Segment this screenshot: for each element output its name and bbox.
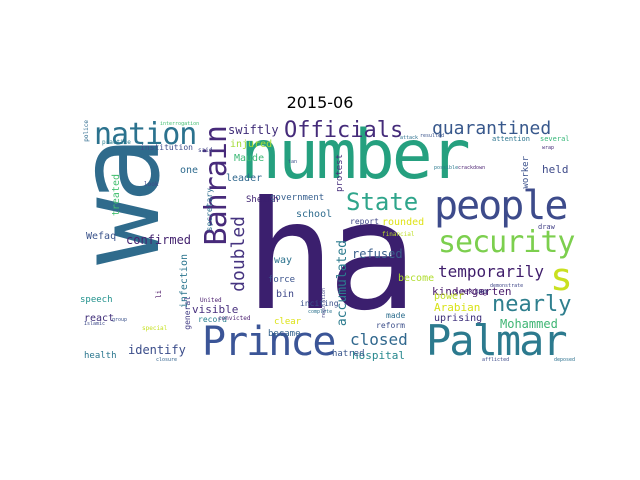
word-closure: closure bbox=[156, 357, 178, 363]
word-speech: speech bbox=[80, 295, 113, 305]
word-wrap: wrap bbox=[542, 145, 555, 151]
word-way: way bbox=[274, 255, 293, 266]
word-s: s bbox=[550, 255, 573, 299]
word-look: look bbox=[144, 181, 159, 188]
word-maude: Maude bbox=[234, 153, 265, 164]
word-regulation: regulation bbox=[321, 288, 327, 319]
word-sheikh: Sheikh bbox=[246, 195, 279, 205]
word-police: police bbox=[83, 120, 90, 142]
word-report: report bbox=[350, 217, 379, 226]
word-security: security bbox=[438, 225, 575, 260]
word-crackdown: crackdown bbox=[458, 165, 486, 171]
word-hospital: hospital bbox=[352, 349, 405, 362]
word-group: group bbox=[112, 317, 128, 323]
word-kindergarten: kindergarten bbox=[432, 285, 512, 298]
word-institution: institution bbox=[140, 143, 193, 152]
word-islamic: Islamic bbox=[84, 321, 106, 327]
word-prince: Prince bbox=[202, 319, 336, 365]
word-leader: leader bbox=[226, 173, 263, 184]
word-doubled: doubled bbox=[228, 216, 249, 292]
word-made: made bbox=[386, 311, 406, 320]
word-afflicted: afflicted bbox=[482, 357, 510, 363]
word-rounded: rounded bbox=[382, 217, 425, 228]
word-attack: attack bbox=[400, 135, 419, 141]
word-number: number bbox=[240, 116, 471, 195]
word-worker: worker bbox=[521, 156, 531, 189]
word-force: force bbox=[268, 275, 296, 285]
word-state: State bbox=[346, 188, 419, 216]
word-convicted: convicted bbox=[218, 315, 251, 322]
word-refused: refused bbox=[352, 247, 403, 261]
word-special: special bbox=[142, 325, 168, 332]
word-closed: closed bbox=[350, 330, 408, 349]
word-draw: draw bbox=[538, 223, 555, 231]
word-temporarily: temporarily bbox=[438, 262, 544, 281]
word-demonstrate: demonstrate bbox=[490, 283, 524, 289]
word-seeking: seeking bbox=[454, 287, 488, 296]
word-treated: treated bbox=[111, 174, 122, 217]
word-became: became bbox=[268, 329, 301, 339]
word-palmar: Palmar bbox=[426, 316, 568, 365]
word-react: react bbox=[84, 313, 115, 324]
word-government: government bbox=[270, 193, 325, 203]
word-identify: identify bbox=[128, 343, 186, 357]
word-visible: visible bbox=[192, 303, 239, 316]
word-accumulated: accumulated bbox=[335, 240, 350, 327]
word-arabian: Arabian bbox=[434, 301, 481, 314]
word-wefaq: Wefaq bbox=[86, 231, 117, 242]
chart-title: 2015-06 bbox=[286, 93, 354, 112]
word-united: United bbox=[200, 297, 222, 304]
word-hatred: hatred bbox=[332, 349, 365, 359]
word-practice: practice bbox=[102, 139, 131, 146]
word-inciting: inciting bbox=[300, 299, 339, 308]
word-protest: protest bbox=[335, 154, 345, 192]
word-general: general bbox=[183, 296, 192, 330]
word-one: one bbox=[180, 165, 199, 176]
word-nation: nation bbox=[94, 117, 197, 152]
word-health: health bbox=[84, 351, 117, 361]
word-confirmed: confirmed bbox=[126, 233, 192, 247]
word-clear: clear bbox=[274, 317, 302, 327]
word-record: record bbox=[198, 315, 227, 324]
word-bin: bin bbox=[276, 289, 295, 300]
word-financial: financial bbox=[382, 231, 415, 238]
word-complete: complete bbox=[308, 309, 333, 315]
word-held: held bbox=[542, 163, 569, 176]
word-laik: laik bbox=[476, 289, 489, 295]
word-mohammed: Mohammed bbox=[500, 317, 558, 331]
word-li: li bbox=[155, 290, 163, 299]
word-quarantined: quarantined bbox=[432, 118, 552, 139]
word-secretary: secretary bbox=[205, 188, 214, 232]
word-swiftly: swiftly bbox=[228, 123, 279, 137]
word-become: become bbox=[398, 273, 435, 284]
word-nearly: nearly bbox=[492, 292, 572, 317]
word-officials: Officials bbox=[284, 118, 404, 143]
word-tan: tan bbox=[288, 159, 298, 165]
word-said: said bbox=[198, 147, 213, 154]
word-resulted: resulted bbox=[420, 133, 445, 139]
word-people: people bbox=[434, 183, 568, 229]
word-uprising: uprising bbox=[434, 313, 483, 324]
word-possible: possible bbox=[434, 165, 459, 171]
word-school: school bbox=[296, 209, 333, 220]
word-several: several bbox=[540, 135, 570, 143]
word-attention: attention bbox=[492, 135, 530, 143]
word-ha: ha bbox=[245, 170, 418, 344]
word-interrogation: interrogation bbox=[160, 121, 200, 127]
word-reform: reform bbox=[376, 321, 405, 330]
word-cloud: ha wa number people Palmar Prince Bahrai… bbox=[55, 116, 576, 368]
word-power: power bbox=[434, 291, 465, 302]
word-deposed: deposed bbox=[554, 357, 576, 363]
word-injured: injured bbox=[230, 139, 273, 150]
